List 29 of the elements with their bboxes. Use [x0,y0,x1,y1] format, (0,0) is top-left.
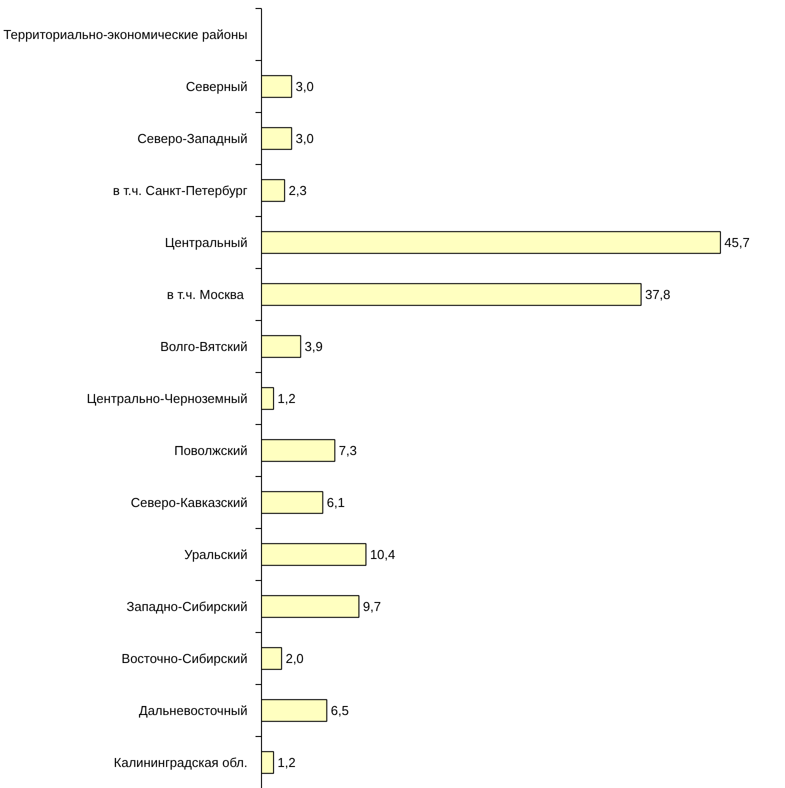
data-label: 1,2 [278,391,296,406]
data-label: 3,0 [296,131,314,146]
y-tick-label: Центральный [164,235,248,250]
y-tick-label: Уральский [184,547,248,562]
y-tick-label: Калининградская обл. [114,755,248,770]
y-tick-label: Западно-Сибирский [126,599,248,614]
data-label: 9,7 [362,599,381,614]
y-tick-label: Дальневосточный [138,703,248,718]
data-label: 3,0 [296,79,314,94]
y-tick-label: Северо-Кавказский [130,495,248,510]
data-label: 45,7 [724,235,750,250]
data-label: 6,5 [330,703,349,718]
y-tick-label: Волго-Вятский [160,339,248,354]
y-tick-label: Территориально-экономические районы [3,27,248,42]
data-label: 7,3 [338,443,357,458]
y-tick-label: Восточно-Сибирский [122,651,248,666]
data-label: 2,0 [286,651,304,666]
y-tick-label: Северо-Западный [137,131,248,146]
y-tick-label: в т.ч. Москва [166,287,245,302]
y-tick-label: Поволжский [174,443,248,458]
y-tick-label: в т.ч. Санкт-Петербург [112,183,248,198]
data-label: 37,8 [645,287,670,302]
y-tick-label: Северный [186,79,248,94]
data-label: 2,3 [288,183,307,198]
data-label: 6,1 [326,495,345,510]
y-tick-label: Центрально-Черноземный [86,391,248,406]
data-label: 3,9 [304,339,323,354]
data-label: 1,2 [278,755,296,770]
data-label: 10,4 [370,547,396,562]
